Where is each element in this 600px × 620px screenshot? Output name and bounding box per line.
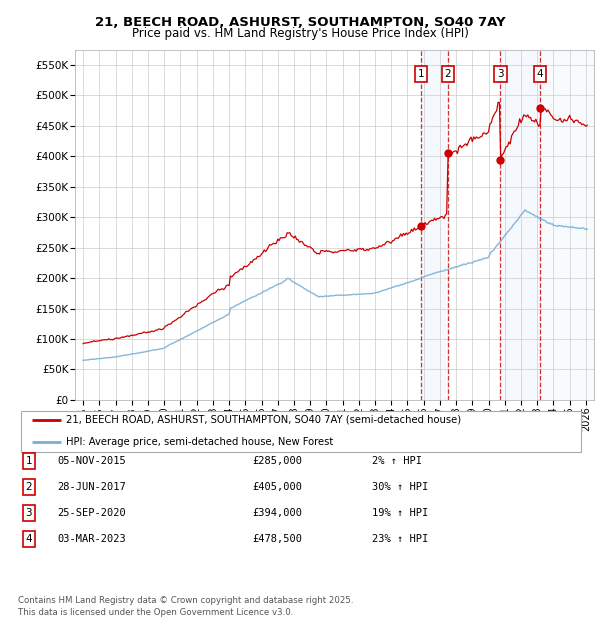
Text: Price paid vs. HM Land Registry's House Price Index (HPI): Price paid vs. HM Land Registry's House … [131, 27, 469, 40]
Text: HPI: Average price, semi-detached house, New Forest: HPI: Average price, semi-detached house,… [66, 437, 334, 447]
Bar [540, 50, 594, 400]
Text: 4: 4 [25, 534, 32, 544]
Text: 28-JUN-2017: 28-JUN-2017 [57, 482, 126, 492]
Text: 21, BEECH ROAD, ASHURST, SOUTHAMPTON, SO40 7AY (semi-detached house): 21, BEECH ROAD, ASHURST, SOUTHAMPTON, SO… [66, 415, 461, 425]
Text: £405,000: £405,000 [252, 482, 302, 492]
Text: 2: 2 [445, 69, 451, 79]
Text: 1: 1 [25, 456, 32, 466]
Text: Contains HM Land Registry data © Crown copyright and database right 2025.
This d: Contains HM Land Registry data © Crown c… [18, 596, 353, 617]
Bar [500, 50, 540, 400]
Text: £285,000: £285,000 [252, 456, 302, 466]
Text: 05-NOV-2015: 05-NOV-2015 [57, 456, 126, 466]
Bar [421, 50, 448, 400]
Text: 23% ↑ HPI: 23% ↑ HPI [372, 534, 428, 544]
FancyBboxPatch shape [21, 411, 581, 452]
Text: 4: 4 [536, 69, 544, 79]
Text: £394,000: £394,000 [252, 508, 302, 518]
Text: 2% ↑ HPI: 2% ↑ HPI [372, 456, 422, 466]
Text: 21, BEECH ROAD, ASHURST, SOUTHAMPTON, SO40 7AY: 21, BEECH ROAD, ASHURST, SOUTHAMPTON, SO… [95, 16, 505, 29]
Text: 03-MAR-2023: 03-MAR-2023 [57, 534, 126, 544]
Text: £478,500: £478,500 [252, 534, 302, 544]
Text: 3: 3 [497, 69, 504, 79]
Text: 1: 1 [418, 69, 425, 79]
Bar [540, 50, 594, 400]
Text: 25-SEP-2020: 25-SEP-2020 [57, 508, 126, 518]
Text: 30% ↑ HPI: 30% ↑ HPI [372, 482, 428, 492]
Text: 2: 2 [25, 482, 32, 492]
Text: 3: 3 [25, 508, 32, 518]
Text: 19% ↑ HPI: 19% ↑ HPI [372, 508, 428, 518]
